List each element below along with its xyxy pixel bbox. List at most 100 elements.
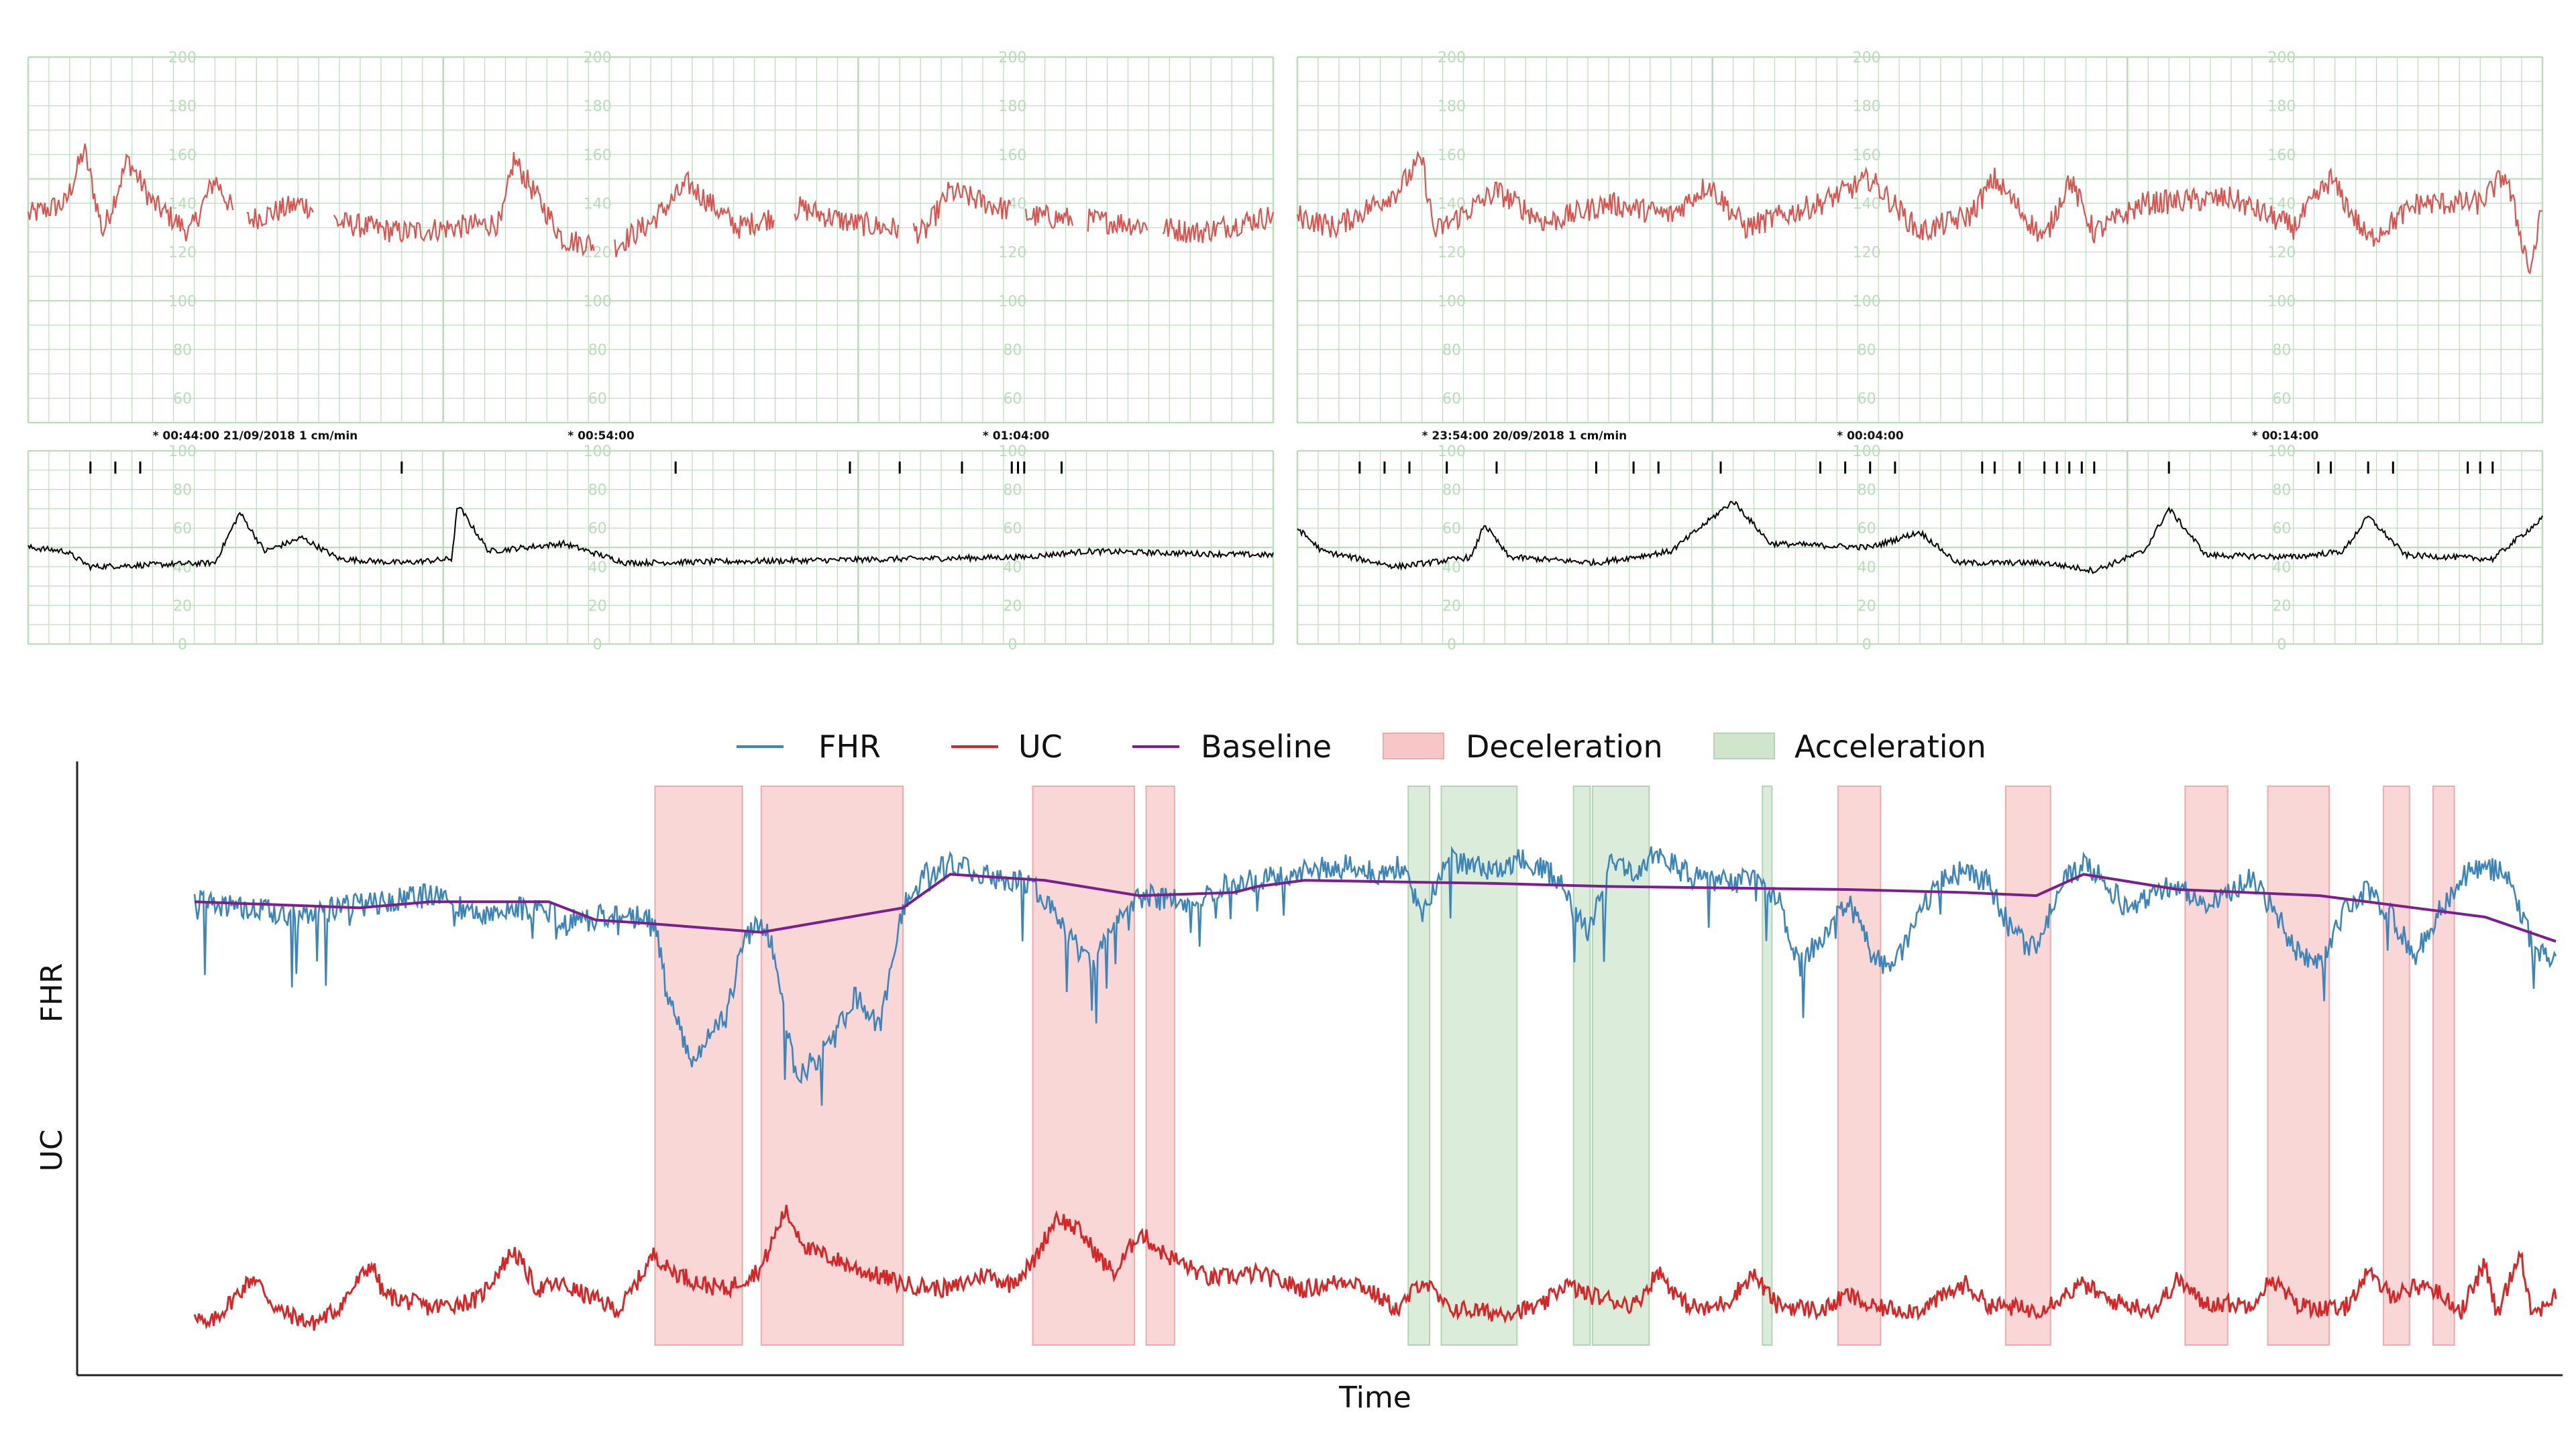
ctg-strip-1: 2001801601401201008060200180160140120100… [27, 50, 1275, 653]
deceleration-region [2184, 786, 2229, 1346]
fhr-tick-label: 200 [584, 50, 612, 66]
fhr-tick-label: 60 [1858, 391, 1876, 408]
fhr-tick-label: 60 [2272, 391, 2291, 408]
fhr-tick-label: 180 [998, 99, 1026, 115]
uc-tick-label: 20 [173, 598, 192, 614]
deceleration-region [1032, 786, 1135, 1346]
uc-tick-label: 100 [998, 443, 1026, 460]
fhr-tick-label: 120 [1438, 245, 1466, 262]
uc-tick-label: 60 [1858, 521, 1876, 537]
uc-tick-label: 80 [2272, 482, 2291, 499]
fhr-tick-label: 140 [168, 196, 197, 213]
uc-tick-label: 60 [2272, 521, 2291, 537]
legend-fhr-label: FHR [818, 729, 881, 765]
deceleration-region [2432, 786, 2455, 1346]
uc-tick-label: 60 [588, 521, 607, 537]
fhr-tick-label: 180 [1438, 99, 1466, 115]
fhr-tick-label: 100 [1853, 293, 1881, 310]
uc-tick-label: 100 [2267, 443, 2296, 460]
uc-tick-label: 40 [588, 559, 607, 576]
annotated-ctg-chart: Time FHR UC FHR UC Baseline Deceleration… [35, 729, 2563, 1415]
fhr-tick-label: 200 [1853, 50, 1881, 66]
fhr-tick-label: 160 [168, 147, 197, 164]
legend-acceleration-swatch [1713, 733, 1775, 759]
fhr-tick-label: 100 [584, 293, 612, 310]
fhr-tick-label: 60 [173, 391, 192, 408]
fhr-tick-label: 120 [1853, 245, 1881, 262]
uc-series-line [193, 1204, 2557, 1331]
fhr-tick-label: 160 [2267, 147, 2296, 164]
uc-tick-label: 0 [1447, 637, 1456, 653]
uc-tick-label: 0 [593, 637, 602, 653]
fhr-tick-label: 80 [1858, 342, 1876, 359]
uc-tick-label: 20 [588, 598, 607, 614]
fhr-tick-label: 100 [2267, 293, 2296, 310]
fhr-tick-label: 160 [1438, 147, 1466, 164]
uc-tick-label: 60 [173, 521, 192, 537]
x-axis-label: Time [1338, 1381, 1411, 1415]
fhr-tick-label: 100 [998, 293, 1026, 310]
uc-tick-label: 60 [1442, 521, 1461, 537]
fhr-tick-label: 180 [168, 99, 197, 115]
uc-tick-label: 100 [168, 443, 197, 460]
strip-timestamp: * 23:54:00 20/09/2018 1 cm/min [1422, 429, 1627, 443]
fhr-tick-label: 80 [2272, 342, 2291, 359]
uc-tick-label: 80 [1442, 482, 1461, 499]
fhr-tick-label: 200 [2267, 50, 2296, 66]
fhr-tick-label: 100 [1438, 293, 1466, 310]
uc-tick-label: 60 [1003, 521, 1022, 537]
legend: FHR UC Baseline Deceleration Acceleratio… [737, 729, 1986, 765]
fhr-tick-label: 200 [998, 50, 1026, 66]
fhr-tick-label: 120 [2267, 245, 2296, 262]
uc-tick-label: 20 [1442, 598, 1461, 614]
y-axis-label-fhr: FHR [35, 963, 69, 1023]
uc-tick-label: 40 [2272, 559, 2291, 576]
fhr-tick-label: 60 [588, 391, 607, 408]
uc-tick-label: 20 [2272, 598, 2291, 614]
fhr-tick-label: 140 [1438, 196, 1466, 213]
acceleration-region [1572, 786, 1591, 1346]
fhr-tick-label: 140 [1853, 196, 1881, 213]
uc-tick-label: 40 [173, 559, 192, 576]
fhr-tick-label: 80 [1442, 342, 1461, 359]
fhr-trace [1296, 150, 2543, 275]
deceleration-region [2267, 786, 2330, 1346]
fhr-tick-label: 160 [1853, 147, 1881, 164]
strip-timestamp: * 00:44:00 21/09/2018 1 cm/min [153, 429, 358, 443]
fhr-tick-label: 160 [998, 147, 1026, 164]
acceleration-region [1591, 786, 1650, 1346]
uc-tick-label: 20 [1858, 598, 1876, 614]
strip-timestamp: * 00:14:00 [2252, 429, 2319, 443]
fhr-tick-label: 100 [168, 293, 197, 310]
fhr-tick-label: 180 [1853, 99, 1881, 115]
ctg-strip-2: 2001801601401201008060200180160140120100… [1296, 50, 2544, 653]
deceleration-region [1837, 786, 1882, 1346]
uc-trace [28, 506, 1274, 572]
uc-tick-label: 0 [178, 637, 187, 653]
fhr-tick-label: 60 [1442, 391, 1461, 408]
strip-timestamp: * 01:04:00 [983, 429, 1050, 443]
baseline-series-line [194, 873, 2557, 943]
uc-tick-label: 40 [1858, 559, 1876, 576]
legend-acceleration-label: Acceleration [1794, 729, 1986, 765]
acceleration-region [1762, 786, 1773, 1346]
fhr-tick-label: 80 [1003, 342, 1022, 359]
strip-timestamp: * 00:54:00 [568, 429, 635, 443]
uc-tick-label: 40 [1003, 559, 1022, 576]
legend-deceleration-swatch [1383, 733, 1444, 759]
uc-tick-label: 100 [584, 443, 612, 460]
deceleration-region [654, 786, 743, 1346]
uc-tick-label: 80 [1003, 482, 1022, 499]
uc-tick-label: 80 [1858, 482, 1876, 499]
fhr-tick-label: 200 [1438, 50, 1466, 66]
signal-series [193, 845, 2557, 1331]
fhr-tick-label: 80 [588, 342, 607, 359]
uc-tick-label: 100 [1853, 443, 1881, 460]
legend-uc-label: UC [1018, 729, 1063, 765]
fhr-tick-label: 140 [584, 196, 612, 213]
uc-tick-label: 0 [1008, 637, 1017, 653]
fhr-tick-label: 80 [173, 342, 192, 359]
